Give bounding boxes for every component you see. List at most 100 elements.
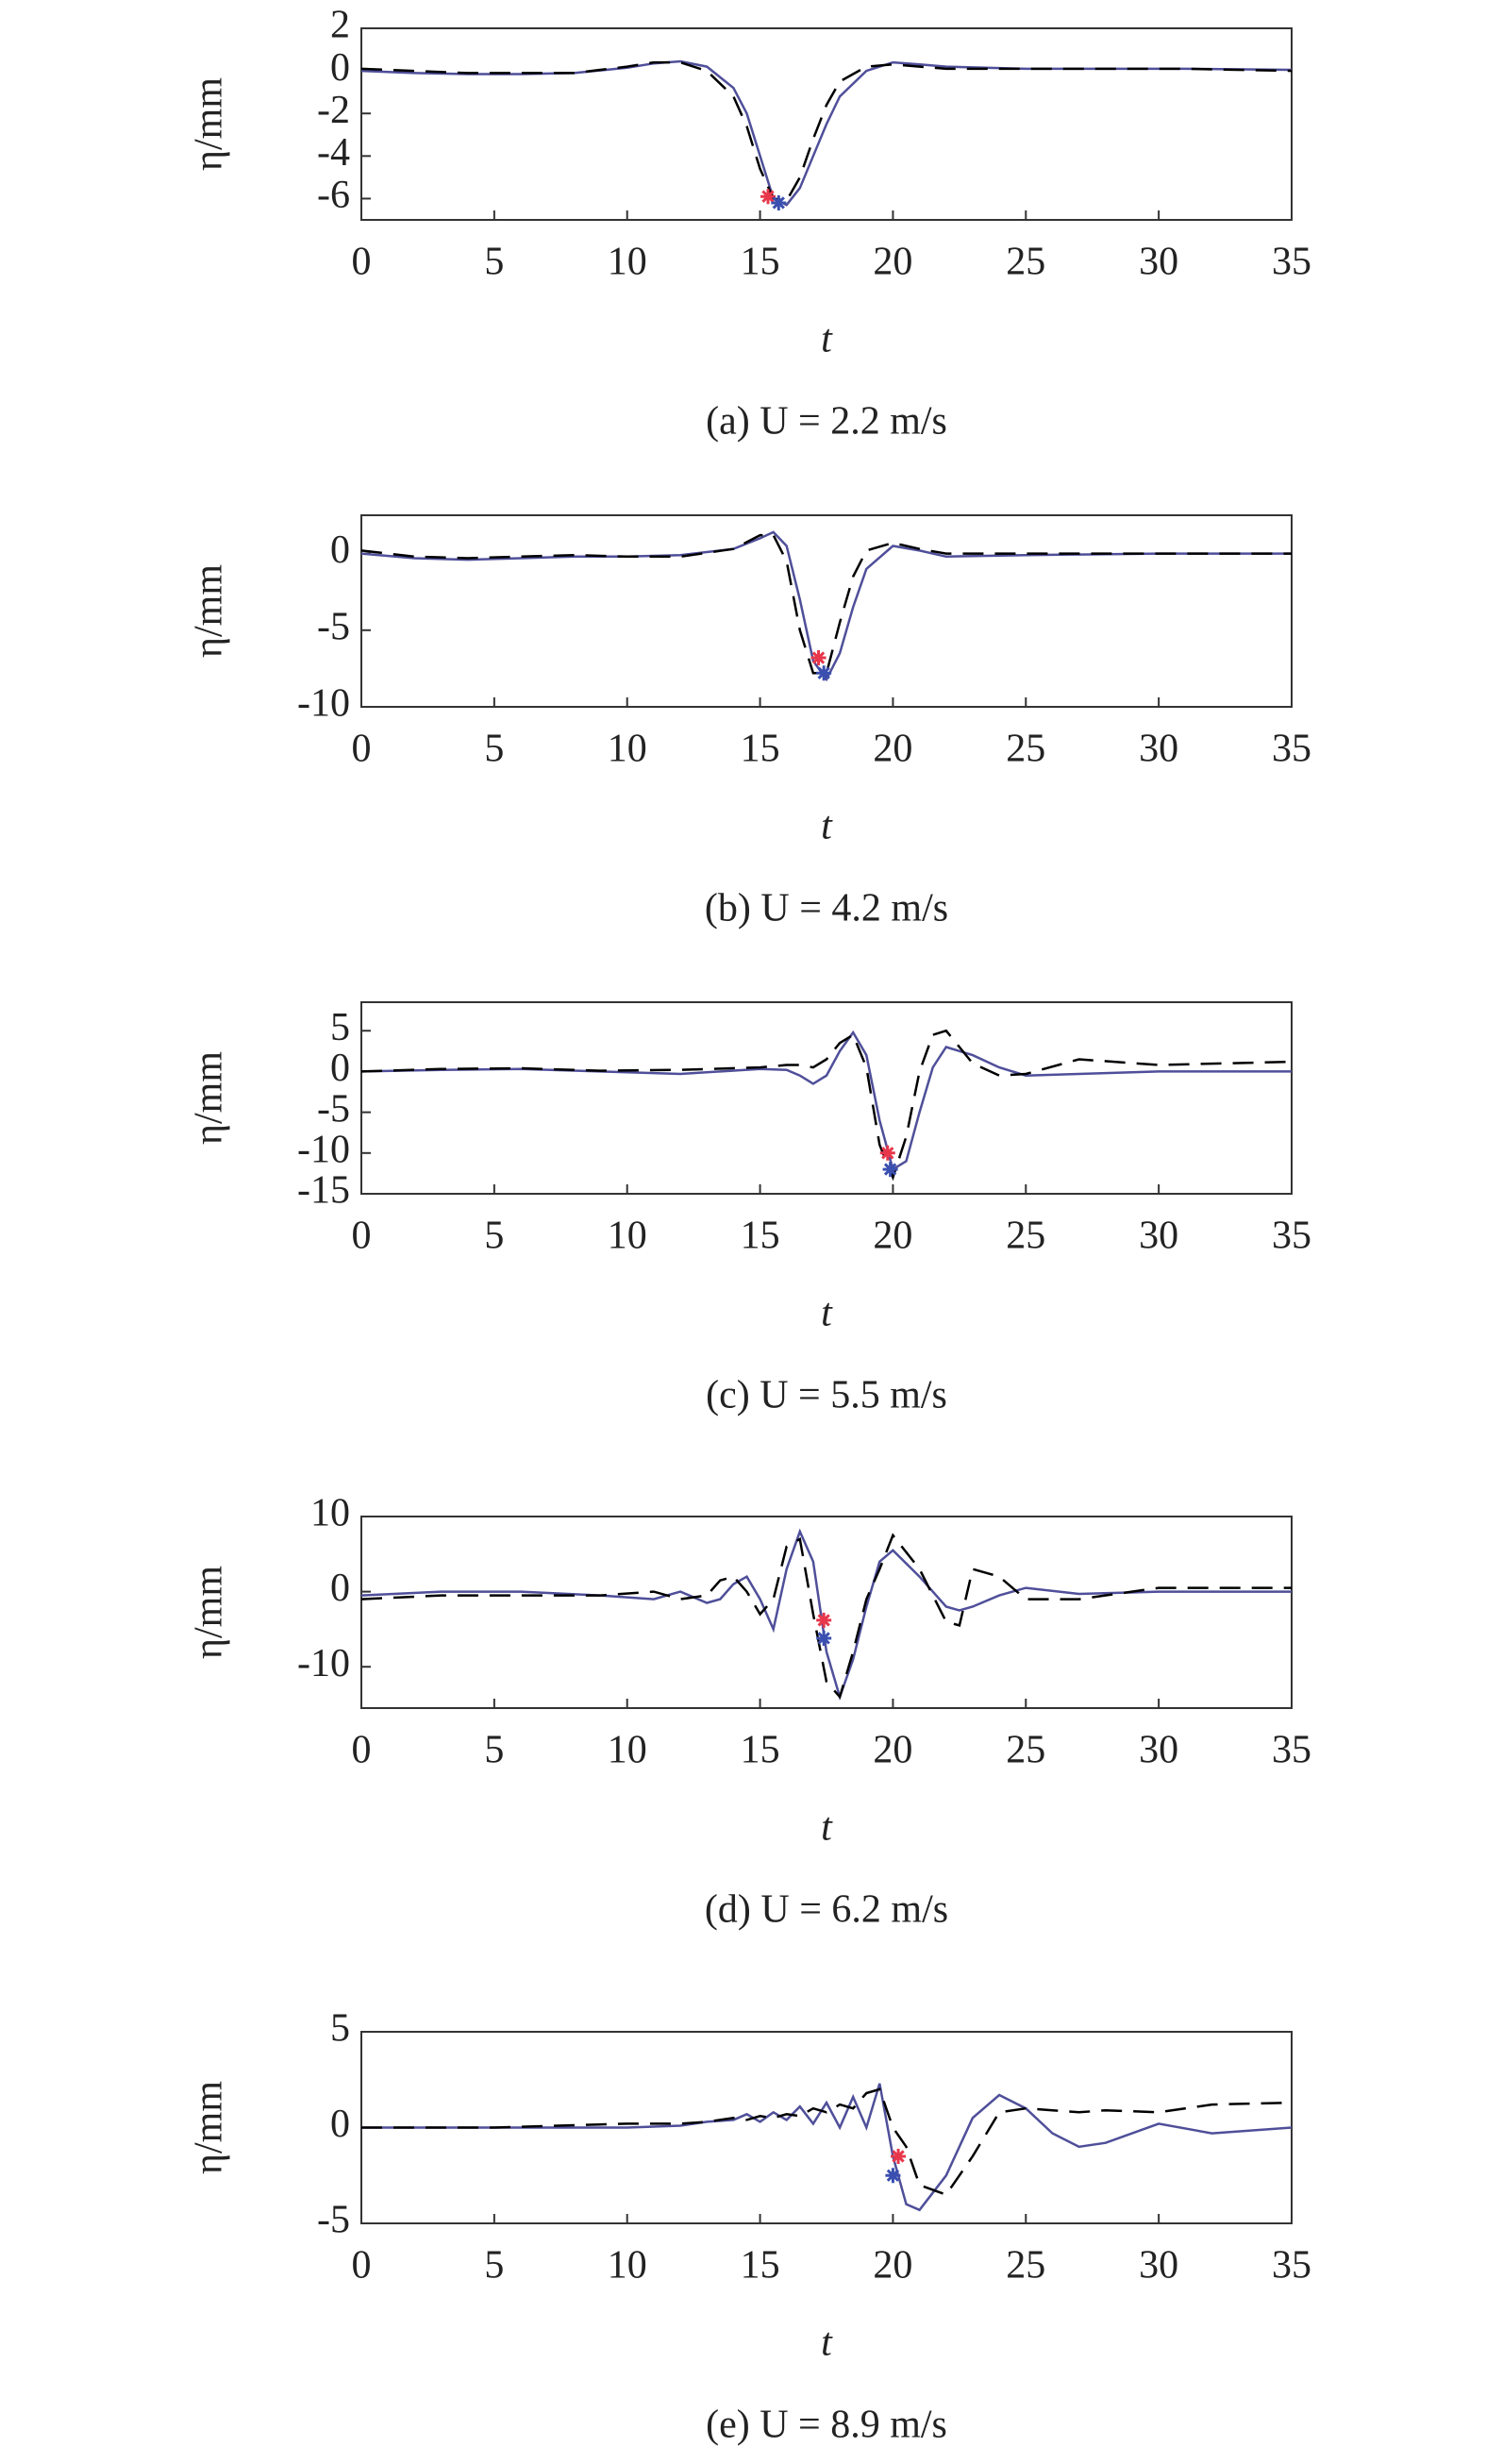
y-tick-label: -10 bbox=[297, 1128, 350, 1171]
panel: 0 5 10 15 20 25 30 35 0 -5 -10 t η/mm (b) U = 4.2 m/s bbox=[188, 514, 1311, 930]
x-tick-label: 30 bbox=[1139, 728, 1178, 771]
x-tick-label: 20 bbox=[873, 241, 912, 284]
y-tick-label: 5 bbox=[330, 2007, 350, 2051]
star-marker bbox=[879, 1145, 895, 1161]
series-line bbox=[361, 59, 1292, 207]
star-marker bbox=[771, 194, 787, 210]
star-marker bbox=[816, 1612, 832, 1628]
x-tick-label: 10 bbox=[608, 2244, 647, 2288]
x-tick-label: 0 bbox=[352, 241, 372, 284]
x-tick-label: 35 bbox=[1272, 2244, 1311, 2288]
y-tick-label: -5 bbox=[317, 605, 350, 648]
x-tick-label: 15 bbox=[741, 1215, 780, 1258]
series-line bbox=[361, 2083, 1292, 2212]
y-axis-label: η/mm bbox=[188, 2081, 231, 2174]
x-tick-label: 20 bbox=[873, 1729, 912, 1772]
x-tick-label: 25 bbox=[1006, 2244, 1045, 2288]
star-marker bbox=[760, 189, 776, 205]
caption: (b) U = 4.2 m/s bbox=[705, 887, 948, 930]
x-tick-label: 20 bbox=[873, 728, 912, 771]
y-axis-label: η/mm bbox=[188, 1051, 231, 1145]
star-marker bbox=[885, 2168, 901, 2184]
y-tick-label: 0 bbox=[330, 528, 350, 572]
x-tick-label: 15 bbox=[741, 241, 780, 284]
x-tick-label: 10 bbox=[608, 241, 647, 284]
x-tick-label: 0 bbox=[352, 2244, 372, 2288]
x-tick-label: 30 bbox=[1139, 2244, 1178, 2288]
x-tick-label: 5 bbox=[484, 2244, 504, 2288]
y-axis-label: η/mm bbox=[188, 1566, 231, 1659]
series-line bbox=[361, 533, 1292, 675]
x-tick-label: 0 bbox=[352, 1729, 372, 1772]
star-marker bbox=[882, 1162, 898, 1178]
y-tick-label: -5 bbox=[317, 1087, 350, 1131]
y-tick-label: 0 bbox=[330, 46, 350, 90]
y-tick-label: -5 bbox=[317, 2199, 350, 2242]
series-line bbox=[361, 1528, 1292, 1701]
x-axis-label: t bbox=[821, 2322, 833, 2365]
y-tick-label: 0 bbox=[330, 1047, 350, 1090]
x-tick-label: 20 bbox=[873, 1215, 912, 1258]
x-tick-label: 35 bbox=[1272, 1215, 1311, 1258]
x-tick-label: 35 bbox=[1272, 1729, 1311, 1772]
y-tick-label: 5 bbox=[330, 1006, 350, 1049]
y-tick-label: 0 bbox=[330, 2103, 350, 2146]
x-tick-label: 10 bbox=[608, 1729, 647, 1772]
x-tick-label: 5 bbox=[484, 1729, 504, 1772]
x-axis-label: t bbox=[821, 1806, 833, 1850]
x-tick-label: 20 bbox=[873, 2244, 912, 2288]
x-tick-label: 10 bbox=[608, 728, 647, 771]
y-tick-label: -4 bbox=[317, 131, 350, 175]
x-tick-label: 15 bbox=[741, 1729, 780, 1772]
x-tick-label: 25 bbox=[1006, 1729, 1045, 1772]
plot-frame bbox=[360, 27, 1293, 221]
x-axis-label: t bbox=[821, 318, 833, 361]
x-axis-label: t bbox=[821, 805, 833, 848]
y-tick-label: 2 bbox=[330, 4, 350, 47]
x-tick-label: 15 bbox=[741, 728, 780, 771]
x-tick-label: 35 bbox=[1272, 241, 1311, 284]
y-axis-label: η/mm bbox=[188, 564, 231, 658]
plot-frame bbox=[360, 1516, 1293, 1709]
y-tick-label: -6 bbox=[317, 174, 350, 217]
caption: (c) U = 5.5 m/s bbox=[706, 1374, 947, 1417]
x-tick-label: 25 bbox=[1006, 1215, 1045, 1258]
x-tick-label: 5 bbox=[484, 1215, 504, 1258]
x-tick-label: 35 bbox=[1272, 728, 1311, 771]
series-line bbox=[361, 60, 1292, 203]
x-tick-label: 30 bbox=[1139, 1729, 1178, 1772]
x-tick-label: 25 bbox=[1006, 241, 1045, 284]
x-tick-label: 5 bbox=[484, 728, 504, 771]
x-axis-label: t bbox=[821, 1292, 833, 1335]
y-tick-label: -15 bbox=[297, 1169, 350, 1213]
x-tick-label: 5 bbox=[484, 241, 504, 284]
caption: (a) U = 2.2 m/s bbox=[706, 400, 947, 444]
star-marker bbox=[810, 650, 826, 666]
x-tick-label: 25 bbox=[1006, 728, 1045, 771]
plot-frame bbox=[360, 514, 1293, 708]
plot-frame bbox=[360, 1001, 1293, 1195]
series-line bbox=[361, 1029, 1292, 1182]
series-line bbox=[361, 2087, 1292, 2197]
y-tick-label: -10 bbox=[297, 1642, 350, 1685]
x-tick-label: 30 bbox=[1139, 1215, 1178, 1258]
series-line bbox=[361, 1533, 1292, 1700]
x-tick-label: 0 bbox=[352, 728, 372, 771]
series-line bbox=[361, 1030, 1292, 1172]
y-tick-label: -10 bbox=[297, 682, 350, 726]
y-tick-label: -2 bbox=[317, 89, 350, 132]
star-marker bbox=[816, 1630, 832, 1646]
panel: 0 5 10 15 20 25 30 35 10 0 -10 t η/mm (d) U = 6.2 m/s bbox=[188, 1492, 1311, 1932]
x-tick-label: 15 bbox=[741, 2244, 780, 2288]
y-tick-label: 10 bbox=[310, 1492, 350, 1535]
x-tick-label: 0 bbox=[352, 1215, 372, 1258]
caption: (d) U = 6.2 m/s bbox=[705, 1888, 948, 1932]
y-tick-label: 0 bbox=[330, 1567, 350, 1610]
caption: (e) U = 8.9 m/s bbox=[706, 2404, 947, 2447]
x-tick-label: 30 bbox=[1139, 241, 1178, 284]
series-line bbox=[361, 530, 1292, 682]
